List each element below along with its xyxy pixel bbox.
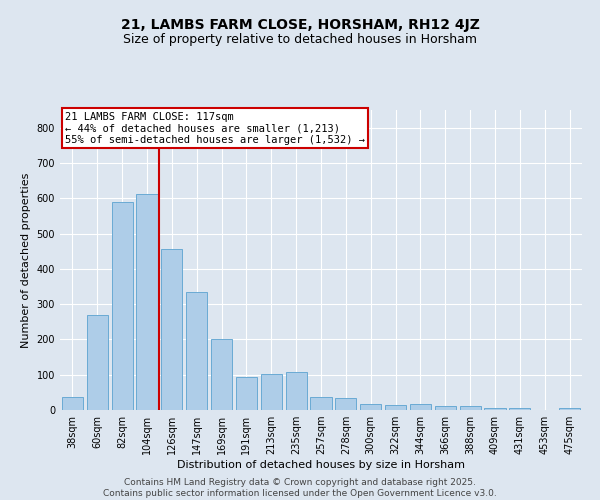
Bar <box>211 338 232 410</box>
Text: Size of property relative to detached houses in Horsham: Size of property relative to detached ho… <box>123 32 477 46</box>
Bar <box>87 316 108 410</box>
Bar <box>484 408 506 410</box>
Bar <box>385 404 406 410</box>
Bar <box>310 396 332 410</box>
Bar <box>460 406 481 410</box>
Y-axis label: Number of detached properties: Number of detached properties <box>21 172 31 348</box>
Bar <box>62 396 83 410</box>
Bar <box>136 194 158 410</box>
Bar <box>112 202 133 410</box>
Bar <box>335 398 356 410</box>
Bar <box>360 404 381 410</box>
Bar <box>435 406 456 410</box>
Bar <box>161 248 182 410</box>
Bar <box>236 377 257 410</box>
Text: 21, LAMBS FARM CLOSE, HORSHAM, RH12 4JZ: 21, LAMBS FARM CLOSE, HORSHAM, RH12 4JZ <box>121 18 479 32</box>
Bar <box>559 408 580 410</box>
Bar <box>186 292 207 410</box>
Text: 21 LAMBS FARM CLOSE: 117sqm
← 44% of detached houses are smaller (1,213)
55% of : 21 LAMBS FARM CLOSE: 117sqm ← 44% of det… <box>65 112 365 144</box>
Text: Contains HM Land Registry data © Crown copyright and database right 2025.
Contai: Contains HM Land Registry data © Crown c… <box>103 478 497 498</box>
X-axis label: Distribution of detached houses by size in Horsham: Distribution of detached houses by size … <box>177 460 465 470</box>
Bar <box>509 408 530 410</box>
Bar <box>410 404 431 410</box>
Bar <box>286 372 307 410</box>
Bar <box>261 374 282 410</box>
